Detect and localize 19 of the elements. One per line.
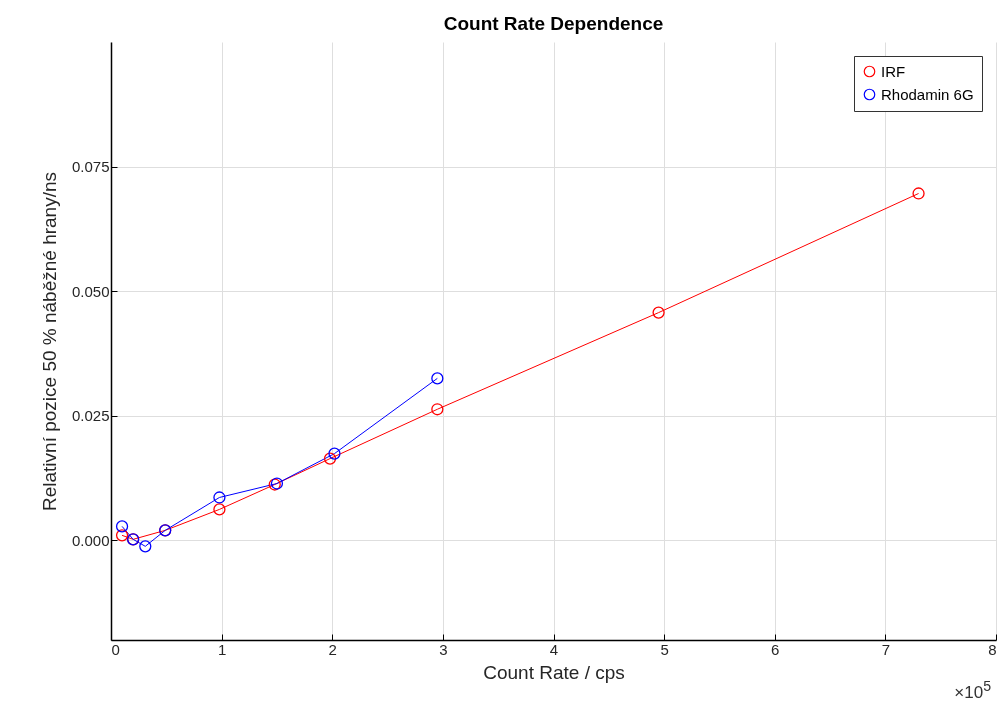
y-tick-label: 0.000: [71, 531, 110, 549]
legend-label: Rhodamin 6G: [881, 85, 974, 103]
x-tick-label: 5: [660, 640, 669, 658]
x-axis-title: Count Rate / cps: [483, 661, 625, 683]
y-tick-label: 0.050: [71, 282, 110, 300]
x-tick-label: 3: [439, 640, 448, 658]
text: ×10$^{5}$: [954, 678, 991, 703]
x-tick-label: 6: [771, 640, 780, 658]
y-tick-label: 0.025: [71, 407, 110, 425]
x-tick-label: 4: [549, 640, 559, 658]
x-tick-label: 0: [111, 640, 120, 658]
y-axis-title: Relativní pozice 50 % náběžné hrany/ns: [38, 171, 60, 512]
legend-label: IRF: [881, 62, 906, 80]
y-tick-label: 0.075: [71, 158, 110, 176]
x-tick-label: 7: [881, 640, 891, 658]
x-tick-label: 8: [988, 640, 997, 658]
x-tick-label: 2: [328, 640, 337, 658]
chart-title: Count Rate Dependence: [443, 13, 664, 34]
x-tick-label: 1: [217, 640, 227, 658]
